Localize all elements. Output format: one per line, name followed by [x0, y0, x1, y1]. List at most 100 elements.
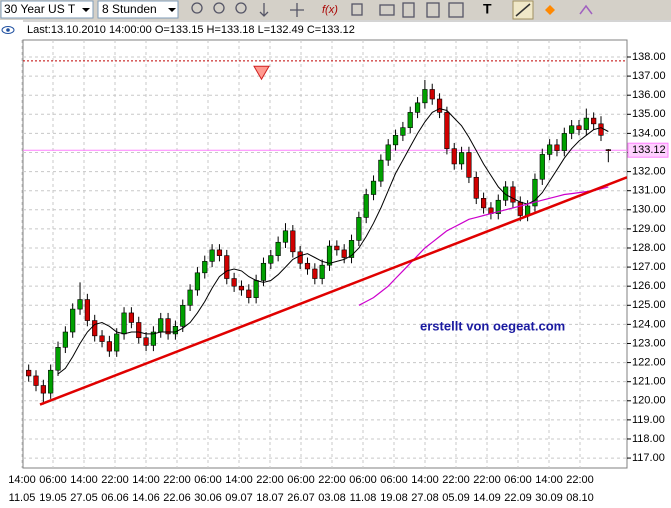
- x-time-label: 22:00: [442, 474, 470, 486]
- trendline: [39, 176, 627, 406]
- candle-body: [466, 152, 472, 178]
- y-tick-label: 122.00: [632, 356, 666, 368]
- y-tick-label: 137.00: [632, 70, 666, 82]
- x-date-label: 11.08: [350, 492, 377, 504]
- x-date-label: 19.08: [380, 492, 408, 504]
- x-time-label: 06:00: [194, 474, 222, 486]
- candle-body: [304, 262, 311, 270]
- candle-body: [238, 285, 245, 291]
- x-date-label: 06.06: [101, 492, 129, 504]
- y-tick-label: 132.00: [632, 165, 666, 177]
- page-icon[interactable]: [402, 2, 415, 18]
- candle-body: [436, 98, 443, 113]
- left-strip: [0, 20, 22, 508]
- candle-body: [106, 341, 112, 352]
- candle-body: [231, 278, 237, 287]
- x-time-label: 22:00: [566, 474, 594, 486]
- candle-body: [209, 249, 215, 262]
- candle-body: [92, 320, 98, 337]
- candle-body: [165, 318, 171, 335]
- candle-body: [392, 135, 399, 146]
- x-date-label: 14.09: [473, 492, 501, 504]
- candle-body: [591, 117, 597, 125]
- x-date-label: 14.06: [132, 492, 160, 504]
- candle-body: [216, 249, 223, 256]
- candle-body: [547, 144, 553, 155]
- candle-body: [187, 289, 193, 306]
- indicator-icon[interactable]: [579, 4, 593, 15]
- y-tick-label: 138.00: [632, 51, 666, 63]
- candle-body: [363, 194, 369, 218]
- candle-body: [341, 249, 347, 258]
- candle-body: [451, 148, 457, 165]
- candle-body: [172, 325, 179, 335]
- candle-body: [532, 178, 538, 207]
- candle-body: [510, 186, 516, 203]
- function-icon[interactable]: f(x): [322, 4, 338, 16]
- instrument-select[interactable]: [0, 0, 94, 19]
- export-icon[interactable]: [426, 2, 440, 18]
- candle-body: [158, 318, 164, 333]
- candle-body: [407, 112, 413, 128]
- x-time-label: 14:00: [535, 474, 563, 486]
- candle-body: [576, 125, 582, 130]
- x-date-label: 09.07: [225, 492, 253, 504]
- info-line: Last:13.10.2010 14:00:00 O=133.15 H=133.…: [27, 24, 355, 36]
- text-tool[interactable]: T: [483, 1, 492, 17]
- zoom-out-icon[interactable]: [213, 2, 225, 14]
- y-tick-label: 128.00: [632, 242, 666, 254]
- candle-body: [297, 251, 303, 264]
- candle-body: [348, 240, 355, 258]
- print-icon[interactable]: [379, 4, 395, 16]
- crosshair-icon[interactable]: [290, 3, 304, 17]
- x-date-label: 22.09: [504, 492, 532, 504]
- y-tick-label: 135.00: [632, 108, 666, 120]
- candle-body: [561, 133, 567, 151]
- candle-body: [385, 144, 391, 161]
- candle-body: [84, 299, 90, 321]
- candle-body: [55, 346, 61, 371]
- x-date-label: 22.06: [163, 492, 191, 504]
- candle-body: [422, 89, 428, 104]
- x-time-label: 06:00: [380, 474, 408, 486]
- candle-body: [143, 337, 149, 346]
- eye-icon[interactable]: [1, 26, 15, 34]
- candle-body: [26, 369, 32, 377]
- y-tick-label: 125.00: [632, 299, 666, 311]
- y-tick-label: 127.00: [632, 261, 666, 273]
- candle-body: [121, 312, 127, 335]
- y-tick-label: 124.00: [632, 318, 666, 330]
- eye-pupil: [6, 28, 10, 32]
- y-tick-label: 131.00: [632, 185, 666, 197]
- price-tag: [627, 142, 669, 158]
- candle-body: [414, 102, 421, 113]
- zoom-in-icon[interactable]: [191, 2, 203, 14]
- scroll-icon[interactable]: [259, 3, 269, 17]
- y-tick-label: 121.00: [632, 376, 666, 388]
- candle-body: [150, 331, 157, 346]
- candle-body: [62, 331, 68, 348]
- zoom-icon[interactable]: [235, 2, 247, 14]
- interval-select[interactable]: [97, 0, 179, 19]
- x-time-label: 06:00: [504, 474, 532, 486]
- candle-body: [319, 264, 325, 279]
- candle-body: [539, 154, 545, 180]
- y-tick-label: 126.00: [632, 280, 666, 292]
- candle-body: [253, 280, 259, 298]
- candle-body: [429, 89, 435, 100]
- candle-body: [275, 241, 281, 256]
- candle-body: [326, 245, 333, 266]
- chart-type-icon[interactable]: [351, 3, 363, 16]
- candle-body: [260, 262, 267, 281]
- save-icon[interactable]: [448, 2, 464, 18]
- x-time-label: 14:00: [411, 474, 439, 486]
- x-date-label: 27.05: [70, 492, 98, 504]
- marker-icon[interactable]: [545, 5, 555, 15]
- candle-body: [136, 322, 142, 339]
- y-tick-label: 136.00: [632, 89, 666, 101]
- plot-area: [22, 39, 628, 469]
- candle-body: [458, 152, 465, 165]
- x-time-label: 22:00: [101, 474, 129, 486]
- x-time-label: 14:00: [132, 474, 160, 486]
- candle-body: [334, 245, 340, 251]
